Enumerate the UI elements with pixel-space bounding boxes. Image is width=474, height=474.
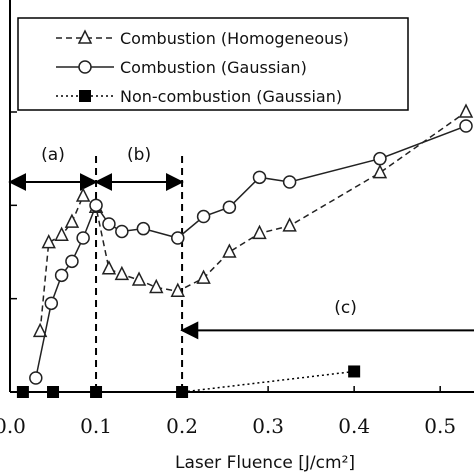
x-tick-label: 0.5 <box>424 414 456 438</box>
data-point <box>348 365 361 378</box>
data-point <box>131 271 147 286</box>
data-point <box>101 260 117 275</box>
region-dividers <box>95 156 184 392</box>
series-3 <box>16 365 361 398</box>
data-point <box>149 278 164 294</box>
region-label: (b) <box>127 145 151 165</box>
legend-marker <box>79 90 91 102</box>
tick-labels: 0.0 0.1 0.2 0.3 0.4 0.5 <box>0 414 456 438</box>
data-point <box>170 282 185 297</box>
data-point <box>372 163 388 179</box>
data-point <box>41 233 56 249</box>
data-series <box>16 103 474 398</box>
data-point <box>196 209 211 224</box>
x-tick-label: 0.0 <box>0 414 26 438</box>
legend-label: Combustion (Homogeneous) <box>120 29 349 48</box>
axes <box>9 0 474 393</box>
data-point <box>458 103 474 118</box>
x-tick-label: 0.3 <box>252 414 284 438</box>
x-tick-label: 0.2 <box>166 414 198 438</box>
region-label: (c) <box>334 298 357 318</box>
data-point <box>65 254 79 269</box>
data-point <box>44 296 59 311</box>
region-label: (a) <box>41 145 65 165</box>
data-point <box>115 224 129 239</box>
data-point <box>373 151 387 166</box>
data-point <box>252 170 267 185</box>
data-point <box>75 187 91 202</box>
x-axis-label: Laser Fluence [J/cm²] <box>175 453 355 473</box>
data-point <box>459 119 473 133</box>
data-point <box>54 268 69 283</box>
data-point <box>114 265 130 281</box>
legend-label: Combustion (Gaussian) <box>120 58 307 77</box>
data-point <box>222 243 237 258</box>
legend-label: Non-combustion (Gaussian) <box>120 87 342 106</box>
legend-marker <box>77 29 93 44</box>
data-point <box>136 221 151 236</box>
series-2 <box>29 119 473 385</box>
data-point <box>252 224 267 240</box>
region-annotations: (a) (b) (c) <box>8 145 474 340</box>
data-point <box>54 226 69 241</box>
series-line <box>35 125 467 379</box>
data-point <box>32 322 48 338</box>
data-point <box>196 269 211 284</box>
data-point <box>171 231 185 245</box>
data-point <box>282 175 297 189</box>
data-point <box>29 371 43 385</box>
legend-marker <box>78 60 92 74</box>
series-1 <box>32 103 474 338</box>
data-point <box>76 231 90 245</box>
data-point <box>64 213 80 228</box>
x-tick-label: 0.4 <box>338 414 370 438</box>
legend: Combustion (Homogeneous) Combustion (Gaus… <box>17 17 409 111</box>
data-point <box>176 386 189 398</box>
data-point <box>89 198 103 213</box>
series-line <box>22 370 355 393</box>
data-point <box>16 386 29 398</box>
data-point <box>102 217 116 231</box>
data-point <box>47 386 60 398</box>
x-tick-label: 0.1 <box>80 414 112 438</box>
data-point <box>282 217 297 232</box>
data-point <box>90 386 103 398</box>
data-point <box>222 200 237 214</box>
